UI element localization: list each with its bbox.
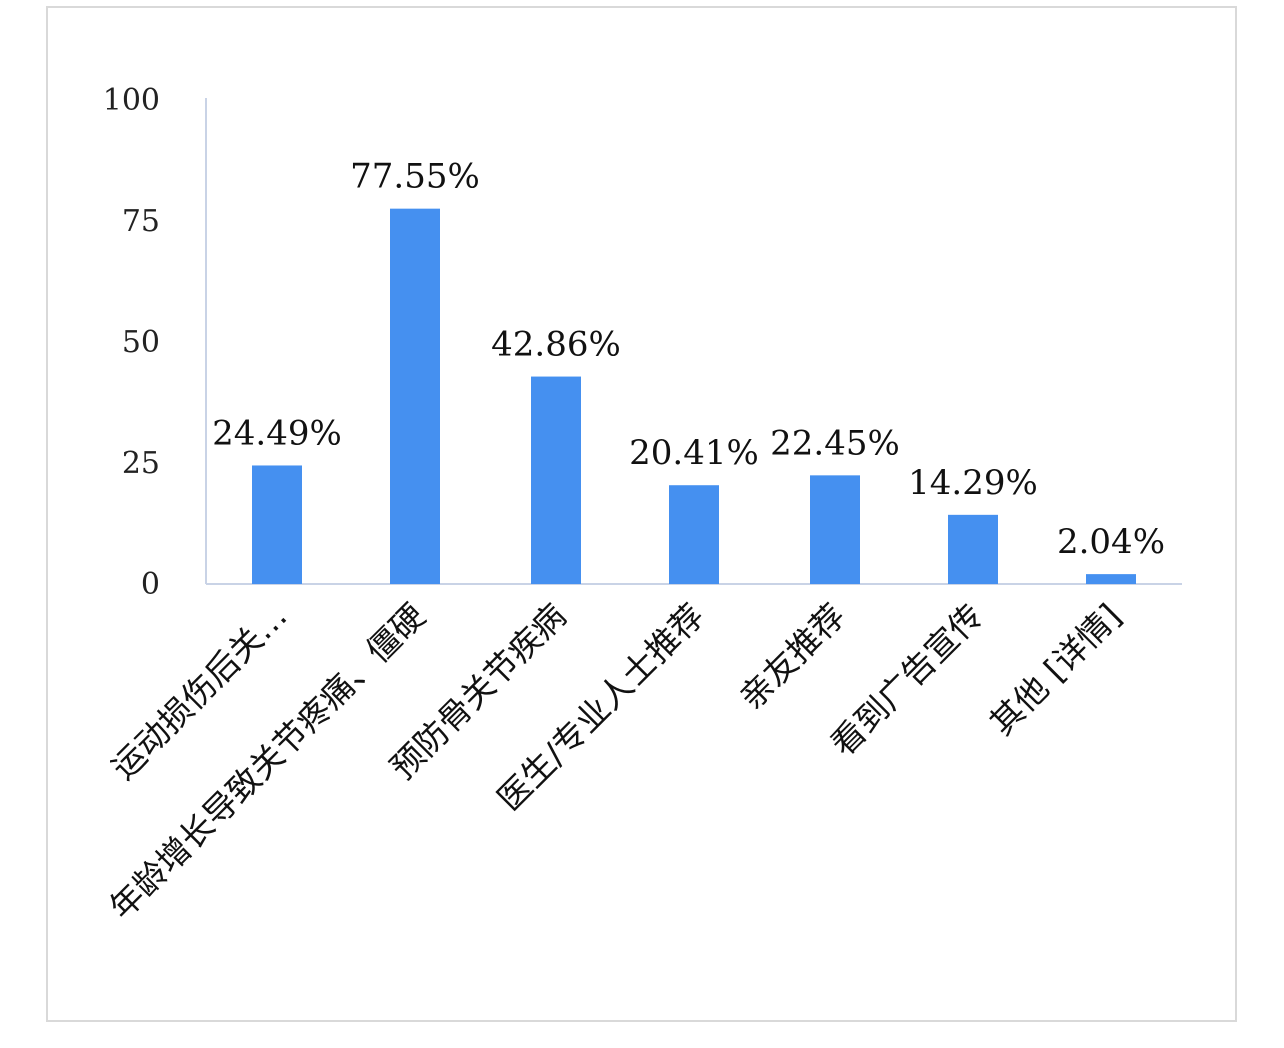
y-tick-label: 25 <box>122 446 160 481</box>
data-label: 14.29% <box>908 463 1038 503</box>
data-labels: 24.49% 77.55% 42.86% 20.41% 22.45%14.29% 2.04… <box>212 157 1165 562</box>
y-axis-ticks: 0 25 50 75 100 <box>103 83 160 602</box>
bar <box>252 465 302 584</box>
data-label: 77.55% <box>350 157 480 197</box>
data-label: 24.49% <box>212 413 342 453</box>
y-tick-label: 75 <box>122 204 160 239</box>
bar <box>531 376 581 584</box>
category-label: 亲友推荐 <box>732 596 853 717</box>
data-label: 42.86% <box>491 325 621 365</box>
data-label: 20.41% <box>629 433 759 473</box>
y-tick-label: 50 <box>122 325 160 360</box>
bar <box>390 208 440 584</box>
y-tick-label: 0 <box>141 567 160 602</box>
data-label: 22.45% <box>770 423 900 463</box>
chart-frame <box>46 6 1237 1022</box>
category-label: 其他 [详情] <box>982 596 1129 743</box>
bar <box>810 475 860 584</box>
bars <box>252 208 1136 584</box>
y-tick-label: 100 <box>103 83 160 118</box>
data-label: 2.04% <box>1057 522 1165 562</box>
bar <box>948 514 998 584</box>
bar <box>669 485 719 584</box>
bar <box>1086 574 1136 584</box>
